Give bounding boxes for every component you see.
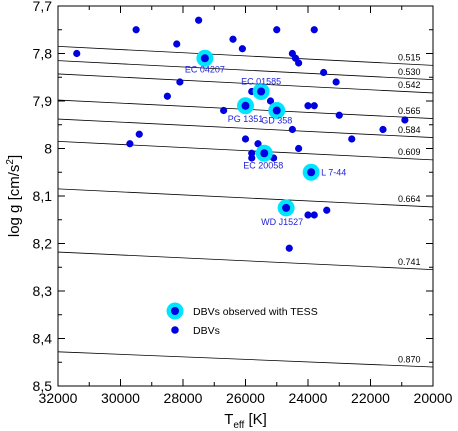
x-axis-title: Teff [K]: [224, 411, 267, 431]
dbv-point: [320, 68, 328, 77]
y-tick-label: 8,5: [33, 378, 53, 394]
dbv-point: [254, 140, 262, 148]
y-tick-labels: 7,7 7,8 7,9 8 8,1 8,2 8,3 8,4 8,5: [33, 0, 53, 394]
dbv-point: [163, 92, 171, 100]
dbv-point: [176, 78, 184, 86]
y-tick-label: 7,8: [33, 46, 53, 62]
plot-frame: [57, 5, 434, 387]
legend-dbv-label: DBVs: [193, 325, 220, 337]
track-label-7: 0.741: [398, 257, 421, 267]
dbv-points: [73, 16, 409, 252]
track-label-5: 0.609: [398, 147, 421, 157]
x-tick-label: 20000: [414, 390, 453, 406]
dbv-point: [173, 40, 181, 48]
dbv-point: [304, 102, 312, 110]
dbv-point: [379, 125, 387, 134]
track-label-6: 0.664: [398, 194, 421, 204]
x-tick-label: 26000: [226, 390, 265, 406]
legend-tess-marker-core: [171, 307, 179, 315]
legend-tess-label: DBVs observed with TESS: [193, 306, 318, 318]
dbv-point: [332, 78, 340, 86]
mass-track-4: [57, 118, 434, 138]
tess-point-label: PG 1351: [228, 114, 264, 124]
track-label-8: 0.870: [398, 355, 421, 365]
axis-ticks: [57, 5, 434, 387]
tess-point-label: GD 358: [261, 116, 292, 126]
mass-track-0: [57, 45, 434, 66]
dbv-point: [285, 244, 293, 252]
tess-point: [257, 87, 266, 96]
dbv-point: [295, 59, 303, 67]
dbv-point: [135, 130, 143, 138]
x-tick-label: 24000: [289, 390, 328, 406]
dbv-point: [310, 211, 318, 219]
tess-point-label: WD J1527: [261, 217, 303, 227]
dbv-point: [229, 35, 237, 43]
dbv-point: [295, 144, 303, 153]
dbv-point: [304, 211, 312, 219]
track-label-3: 0.565: [398, 106, 421, 116]
x-tick-label: 30000: [101, 390, 140, 406]
y-tick-label: 7,9: [33, 93, 53, 109]
tess-point: [272, 106, 281, 115]
mass-tracks: [57, 45, 434, 368]
tess-point: [260, 149, 269, 158]
dbv-point: [132, 26, 140, 34]
track-labels: 0.515 0.530 0.542 0.565 0.584 0.609 0.664 0.741…: [398, 53, 421, 365]
y-tick-label: 8,3: [33, 283, 53, 299]
mass-track-8: [57, 351, 434, 368]
x-tick-labels: 32000 30000 28000 26000 24000 22000 20000: [39, 390, 453, 406]
legend-dbv-marker: [171, 326, 179, 334]
tess-point: [307, 168, 316, 177]
y-tick-label: 8,1: [33, 188, 53, 204]
dbv-point: [401, 116, 409, 124]
tess-point-label: L 7-44: [321, 167, 346, 177]
dbv-point: [238, 45, 246, 53]
dbv-point: [273, 26, 281, 34]
mass-track-7: [57, 251, 434, 271]
legend: DBVs observed with TESS DBVs: [166, 302, 318, 337]
x-tick-label: 22000: [351, 390, 390, 406]
track-label-0: 0.515: [398, 53, 421, 63]
track-label-2: 0.542: [398, 80, 421, 90]
dbv-point: [73, 49, 81, 58]
tess-point-label: EC 01585: [241, 77, 281, 87]
y-tick-label: 7,7: [33, 0, 53, 14]
dbv-point: [248, 154, 256, 162]
tess-point: [241, 101, 250, 110]
mass-track-5: [57, 140, 434, 161]
tess-point: [200, 54, 209, 63]
track-label-1: 0.530: [398, 67, 421, 77]
tess-point: [282, 203, 291, 212]
dbv-point: [220, 106, 228, 115]
x-tick-label: 32000: [39, 390, 78, 406]
tess-point-label: EC 04207: [185, 64, 225, 74]
y-axis-title: log g [cm/s2]: [5, 155, 23, 237]
dbv-point: [195, 16, 203, 24]
y-tick-label: 8,4: [33, 331, 53, 347]
tess-points: [196, 49, 320, 217]
dbv-point: [323, 206, 331, 214]
dbv-point: [310, 26, 318, 34]
track-label-4: 0.584: [398, 125, 421, 135]
dbv-point: [266, 97, 275, 105]
dbv-point: [126, 140, 134, 148]
dbv-point: [241, 135, 250, 143]
mass-track-1: [57, 60, 434, 81]
dbv-point: [348, 135, 356, 143]
dbv-point: [288, 125, 296, 134]
mass-track-2: [57, 73, 434, 94]
mass-track-6: [57, 188, 434, 208]
dbv-point: [335, 111, 343, 119]
tess-point-label: EC 20058: [243, 160, 283, 170]
y-tick-label: 8: [44, 141, 52, 157]
y-tick-label: 8,2: [33, 236, 53, 252]
dbv-point: [310, 102, 318, 110]
x-tick-label: 28000: [164, 390, 203, 406]
